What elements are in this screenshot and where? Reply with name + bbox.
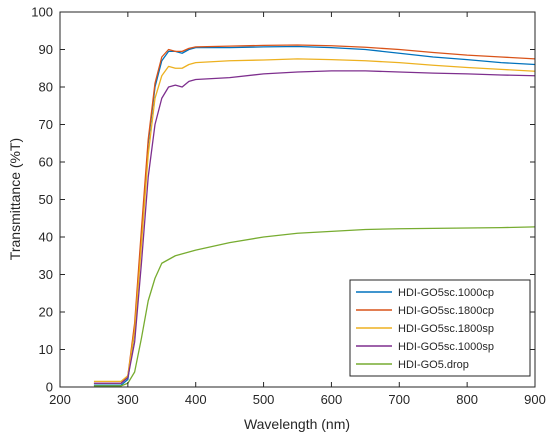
series-layer <box>93 44 536 387</box>
legend: HDI-GO5sc.1000cp HDI-GO5sc.1800cp HDI-GO5s… <box>349 279 531 377</box>
x-tick-label: 900 <box>524 392 546 407</box>
series-line-2 <box>93 58 536 383</box>
y-tick-label: 70 <box>39 117 53 132</box>
legend-label: HDI-GO5sc.1800sp <box>398 323 494 335</box>
x-tick-label: 200 <box>49 392 71 407</box>
y-tick-label: 0 <box>46 380 53 395</box>
x-tick-label: 800 <box>456 392 478 407</box>
y-axis-title: Transmittance (%T) <box>7 138 23 260</box>
y-tick-label: 20 <box>39 305 53 320</box>
legend-label: HDI-GO5sc.1000cp <box>398 287 494 299</box>
x-tick-label: 700 <box>388 392 410 407</box>
y-tick-label: 30 <box>39 267 53 282</box>
legend-label: HDI-GO5.drop <box>398 359 469 371</box>
y-tick-label: 60 <box>39 155 53 170</box>
y-tick-label: 50 <box>39 192 53 207</box>
y-tick-label: 100 <box>31 5 53 20</box>
x-axis-title: Wavelength (nm) <box>244 416 350 432</box>
legend-label: HDI-GO5sc.1000sp <box>398 341 494 353</box>
legend-label: HDI-GO5sc.1800cp <box>398 305 494 317</box>
y-tick-label: 40 <box>39 230 53 245</box>
y-tick-label: 80 <box>39 80 53 95</box>
series-line-3 <box>93 70 536 384</box>
ticks-layer: 200 300 400 500 600 700 800 900 0 10 20 30 40 50 60 70 8… <box>31 5 546 408</box>
x-tick-label: 300 <box>117 392 139 407</box>
x-tick-label: 600 <box>321 392 343 407</box>
series-line-1 <box>93 44 536 384</box>
y-tick-label: 90 <box>39 42 53 57</box>
x-tick-label: 500 <box>253 392 275 407</box>
x-tick-label: 400 <box>185 392 207 407</box>
series-line-4 <box>93 226 536 387</box>
y-tick-label: 10 <box>39 342 53 357</box>
